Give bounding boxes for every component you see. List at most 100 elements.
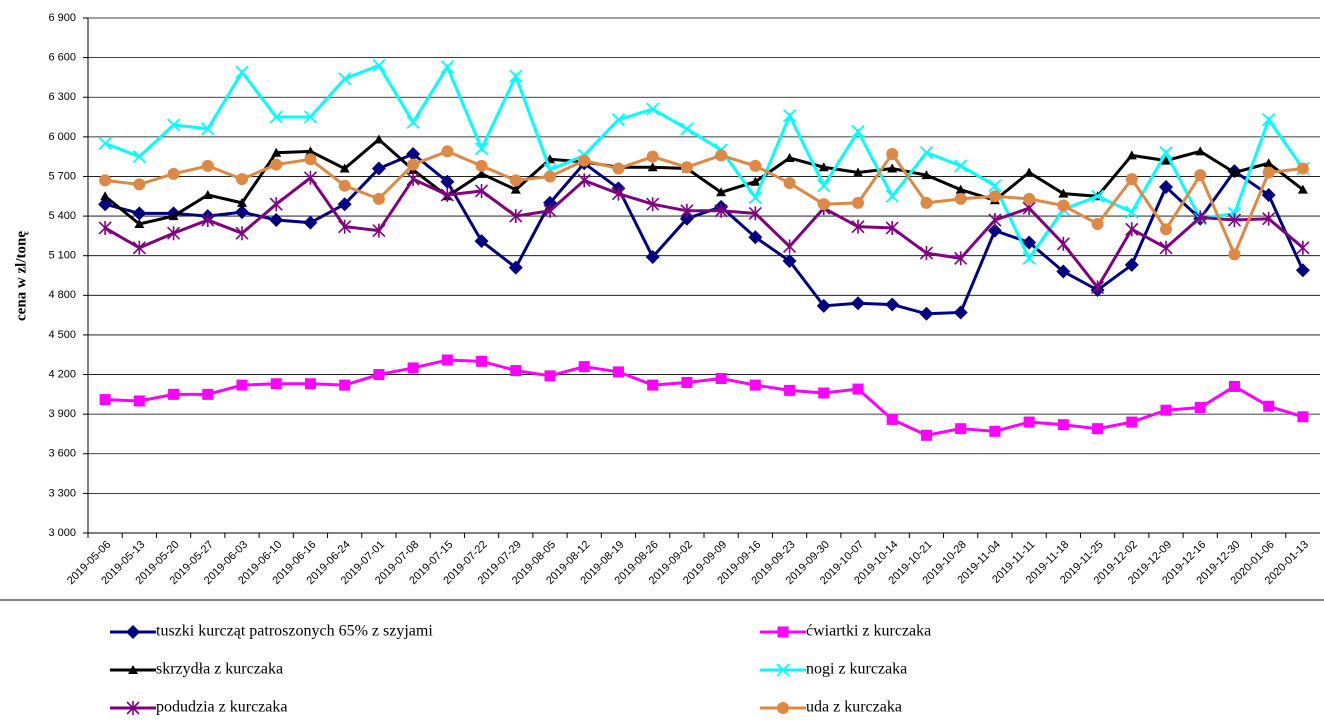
marker xyxy=(544,370,556,382)
marker xyxy=(1126,416,1138,428)
marker xyxy=(784,384,796,396)
marker xyxy=(611,113,626,127)
marker xyxy=(646,150,659,163)
marker xyxy=(1262,211,1276,226)
marker xyxy=(202,388,214,400)
marker xyxy=(406,147,421,162)
marker xyxy=(98,220,112,235)
marker xyxy=(235,205,249,220)
marker xyxy=(1090,280,1105,295)
legend-item: nogi z kurczaka xyxy=(760,661,907,678)
marker xyxy=(1296,162,1309,175)
marker xyxy=(784,152,795,162)
marker xyxy=(989,425,1001,437)
marker xyxy=(1261,187,1276,202)
marker xyxy=(236,173,248,186)
marker xyxy=(132,240,146,255)
marker xyxy=(372,223,386,238)
marker xyxy=(851,296,865,311)
marker xyxy=(202,189,213,199)
marker xyxy=(783,177,796,190)
marker xyxy=(852,383,864,395)
marker xyxy=(714,203,728,218)
marker xyxy=(1022,251,1036,265)
marker xyxy=(646,102,660,116)
marker xyxy=(920,196,933,209)
marker xyxy=(818,387,830,399)
legend-label: nogi z kurczaka xyxy=(806,661,907,678)
marker xyxy=(166,118,181,132)
marker xyxy=(919,306,934,321)
marker xyxy=(476,355,488,367)
marker xyxy=(852,196,864,209)
legend-item: ćwiartki z kurczaka xyxy=(760,623,931,640)
marker xyxy=(338,72,352,86)
marker xyxy=(612,366,624,378)
marker xyxy=(304,153,317,166)
marker xyxy=(167,167,180,180)
marker xyxy=(475,159,488,172)
marker xyxy=(270,158,283,171)
marker xyxy=(955,184,966,194)
marker xyxy=(133,178,146,191)
marker xyxy=(1159,180,1173,195)
marker xyxy=(1262,113,1276,127)
marker xyxy=(474,142,489,156)
legend-item: podudzia z kurczaka xyxy=(110,699,287,716)
marker xyxy=(1057,419,1069,431)
series-line xyxy=(104,152,1305,316)
marker xyxy=(166,226,181,241)
marker xyxy=(1125,222,1139,237)
marker xyxy=(98,136,112,151)
legend-item: tuszki kurcząt patroszonych 65% z szyjam… xyxy=(110,623,433,640)
marker xyxy=(372,192,385,205)
marker xyxy=(474,183,489,198)
marker xyxy=(237,197,247,207)
marker xyxy=(406,115,420,129)
marker xyxy=(338,219,352,234)
marker xyxy=(885,297,900,312)
marker xyxy=(1024,167,1035,177)
marker xyxy=(235,226,249,241)
marker xyxy=(337,197,352,212)
marker xyxy=(1023,416,1035,428)
marker xyxy=(338,179,351,192)
marker xyxy=(1193,210,1207,225)
marker xyxy=(749,379,761,391)
y-tick-label: 6 300 xyxy=(48,91,76,103)
marker xyxy=(987,223,1002,238)
y-tick-label: 6 900 xyxy=(48,12,76,24)
series-line xyxy=(104,137,1304,226)
marker xyxy=(612,162,625,175)
marker xyxy=(748,206,762,221)
marker xyxy=(817,198,830,211)
marker xyxy=(372,58,386,73)
marker xyxy=(304,378,316,390)
marker xyxy=(373,369,385,381)
marker xyxy=(1056,236,1070,251)
marker xyxy=(1263,158,1274,168)
marker xyxy=(99,174,112,187)
y-tick-label: 6 600 xyxy=(48,52,76,64)
marker xyxy=(1057,199,1070,212)
marker xyxy=(645,250,660,265)
marker xyxy=(955,423,967,435)
marker xyxy=(954,159,968,173)
marker xyxy=(748,230,763,245)
marker xyxy=(303,110,318,124)
marker xyxy=(1125,173,1138,186)
marker xyxy=(269,197,283,212)
marker xyxy=(509,209,523,224)
marker xyxy=(132,206,147,221)
marker xyxy=(777,702,789,714)
marker xyxy=(134,219,145,228)
marker xyxy=(919,146,934,160)
y-tick-label: 5 400 xyxy=(48,210,76,222)
y-tick-label: 4 200 xyxy=(48,368,76,380)
marker xyxy=(919,246,934,261)
marker xyxy=(1023,192,1036,205)
marker xyxy=(543,203,557,218)
marker xyxy=(1262,166,1275,179)
marker xyxy=(1159,146,1173,160)
marker xyxy=(168,388,180,400)
